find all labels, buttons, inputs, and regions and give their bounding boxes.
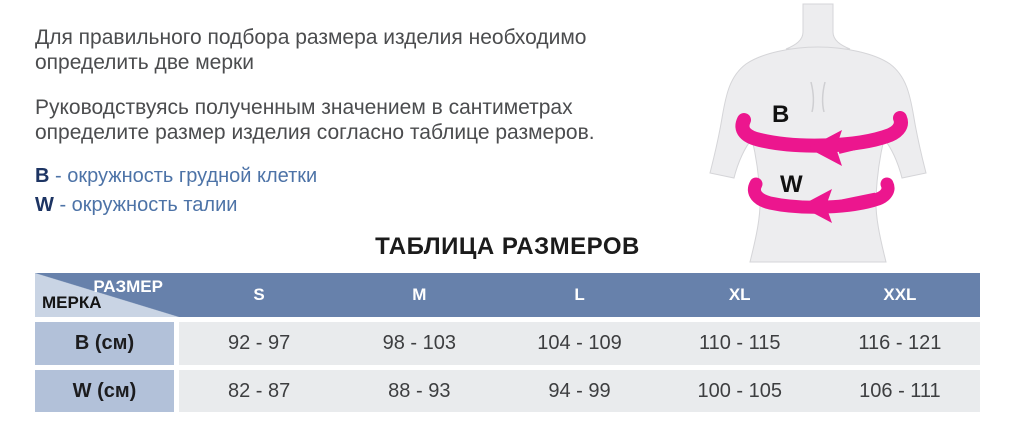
torso-body xyxy=(709,46,927,263)
column-header-xxl: XXL xyxy=(883,285,917,304)
chest-label: B xyxy=(772,101,789,128)
torso-neck xyxy=(785,3,851,50)
size-table-title: ТАБЛИЦА РАЗМЕРОВ xyxy=(375,233,640,260)
torso-illustration: B W xyxy=(709,3,927,263)
column-header-m: M xyxy=(412,285,427,304)
size-table: РАЗМЕР МЕРКА S M L XL XXL B (см) 92 - 97… xyxy=(35,273,980,412)
row-label-chest: B (см) xyxy=(35,322,174,365)
corner-diagonal xyxy=(35,273,179,317)
cell-waist-l: 94 - 99 xyxy=(548,379,611,402)
column-header-l: L xyxy=(574,285,585,304)
table-row-chest: B (см) 92 - 97 98 - 103 104 - 109 110 - … xyxy=(35,322,980,365)
spine-line-left xyxy=(810,81,815,113)
row-label-waist: W (см) xyxy=(35,370,174,412)
legend-chest-text: - окружность грудной клетки xyxy=(55,165,318,187)
cell-waist-s: 82 - 87 xyxy=(227,379,291,402)
cell-waist-xxl: 106 - 111 xyxy=(859,379,941,402)
cell-waist-m: 88 - 93 xyxy=(388,379,451,402)
corner-cell: РАЗМЕР МЕРКА xyxy=(35,273,179,317)
cell-chest-l: 104 - 109 xyxy=(537,332,622,354)
legend-chest: B - окружность грудной клетки xyxy=(35,162,317,191)
chest-band-arrow xyxy=(735,111,908,166)
intro-paragraph-1: Для правильного подбора размера изделия … xyxy=(35,25,655,75)
size-table-header: РАЗМЕР МЕРКА S M L XL XXL xyxy=(35,273,980,317)
column-header-s: S xyxy=(253,285,265,304)
cell-chest-m: 98 - 103 xyxy=(382,332,456,354)
waist-label: W xyxy=(780,171,803,198)
cell-chest-xxl: 116 - 121 xyxy=(858,332,942,354)
measurement-legend: B - окружность грудной клетки W - окружн… xyxy=(35,162,317,220)
corner-measure-label: МЕРКА xyxy=(42,293,102,312)
spine-line-right xyxy=(821,81,826,113)
column-header-xl: XL xyxy=(728,285,751,304)
legend-waist-text: - окружность талии xyxy=(59,194,238,216)
intro-p1-line1: Для правильного подбора размера изделия … xyxy=(35,26,587,49)
legend-waist-key: W xyxy=(35,194,54,216)
cell-waist-xl: 100 - 105 xyxy=(697,379,782,402)
intro-p1-line2: определить две мерки xyxy=(35,51,254,74)
cell-chest-xl: 110 - 115 xyxy=(698,332,781,354)
intro-p2-line1: Руководствуясь полученным значением в са… xyxy=(35,96,573,119)
cell-chest-s: 92 - 97 xyxy=(227,332,291,354)
waist-band-arrow xyxy=(747,177,895,223)
row-cells-chest: 92 - 97 98 - 103 104 - 109 110 - 115 116… xyxy=(179,322,980,365)
intro-p2-line2: определите размер изделия согласно табли… xyxy=(35,121,595,144)
row-cells-waist: 82 - 87 88 - 93 94 - 99 100 - 105 106 - … xyxy=(179,370,980,412)
corner-size-label: РАЗМЕР xyxy=(93,277,163,296)
torso-measurement-figure: B W xyxy=(700,0,1012,266)
intro-paragraph-2: Руководствуясь полученным значением в са… xyxy=(35,95,655,145)
table-row-waist: W (см) 82 - 87 88 - 93 94 - 99 100 - 105… xyxy=(35,370,980,412)
legend-chest-key: B xyxy=(35,165,50,187)
legend-waist: W - окружность талии xyxy=(35,191,317,220)
